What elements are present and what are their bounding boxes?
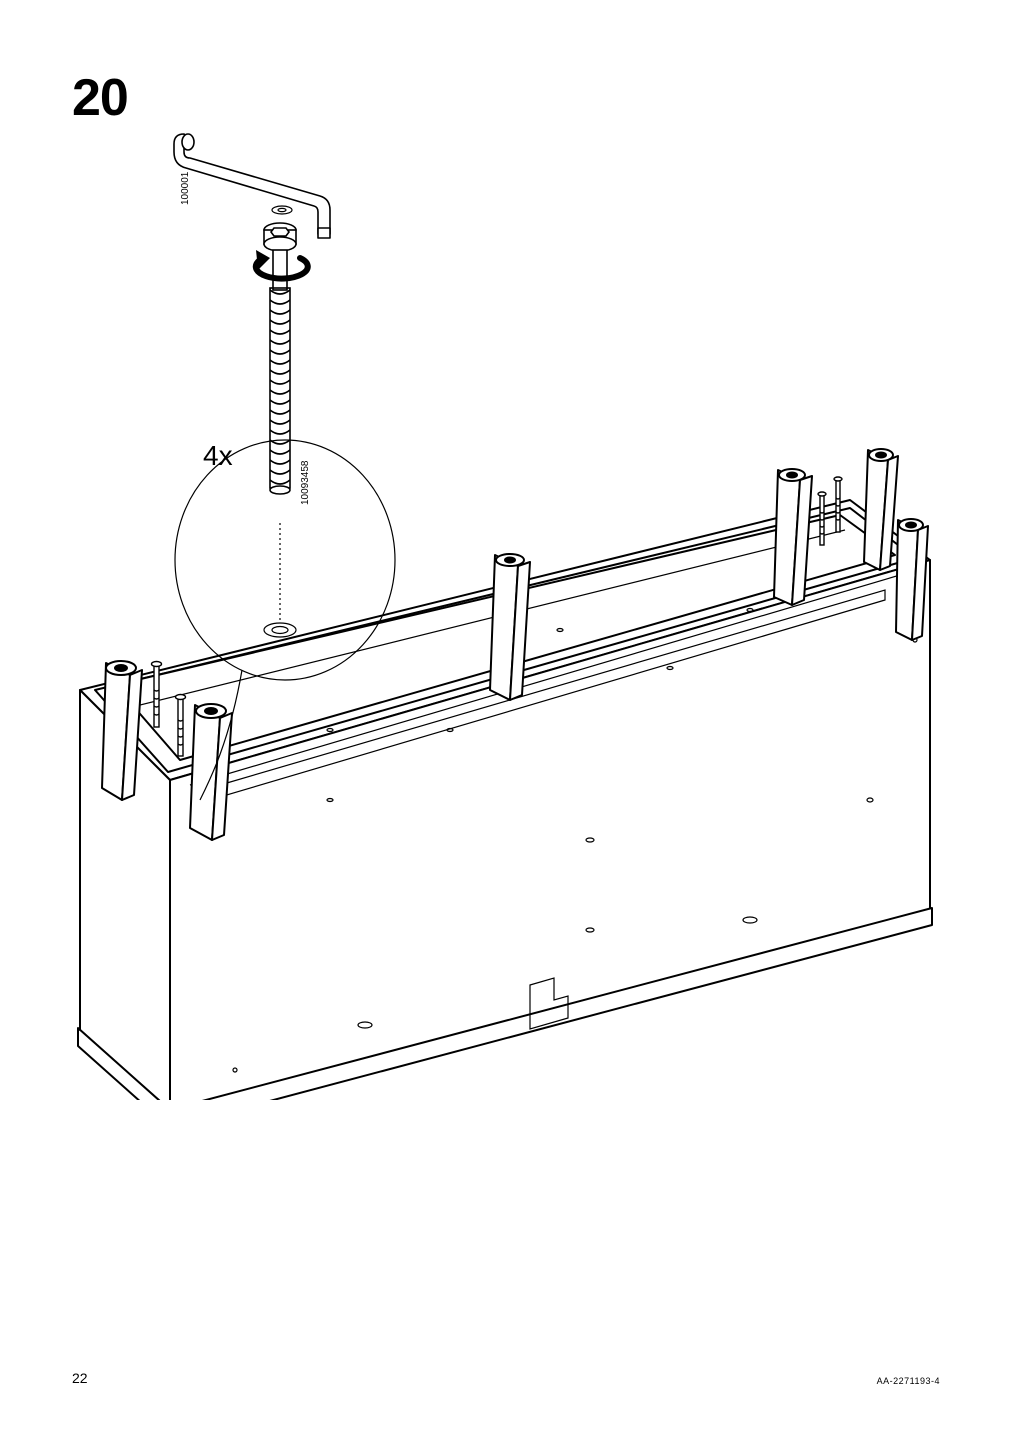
document-id: AA-2271193-4 xyxy=(877,1376,940,1386)
page-number: 22 xyxy=(72,1370,88,1386)
instruction-page: 20 4x 100001 10093458 xyxy=(0,0,1012,1432)
assembly-diagram xyxy=(60,100,950,1100)
